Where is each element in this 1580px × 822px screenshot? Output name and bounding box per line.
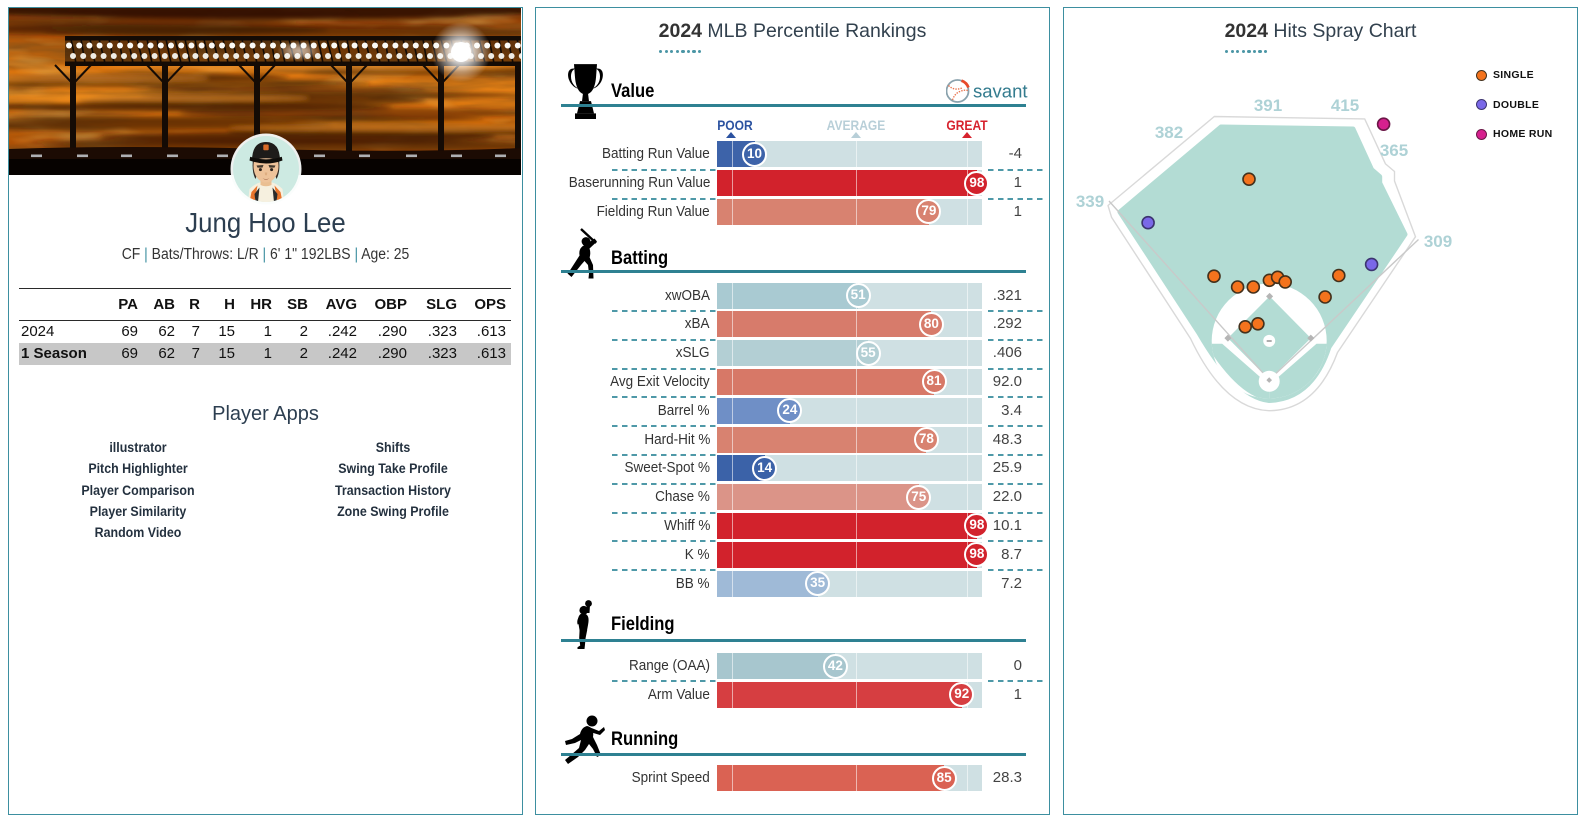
svg-text:382: 382 bbox=[1155, 123, 1183, 142]
svg-text:savant: savant bbox=[973, 81, 1028, 102]
svg-text:339: 339 bbox=[1076, 192, 1104, 211]
svg-text:365: 365 bbox=[1380, 141, 1408, 160]
svg-text:309: 309 bbox=[1424, 232, 1452, 251]
svg-text:391: 391 bbox=[1254, 96, 1282, 115]
svg-text:415: 415 bbox=[1331, 96, 1359, 115]
